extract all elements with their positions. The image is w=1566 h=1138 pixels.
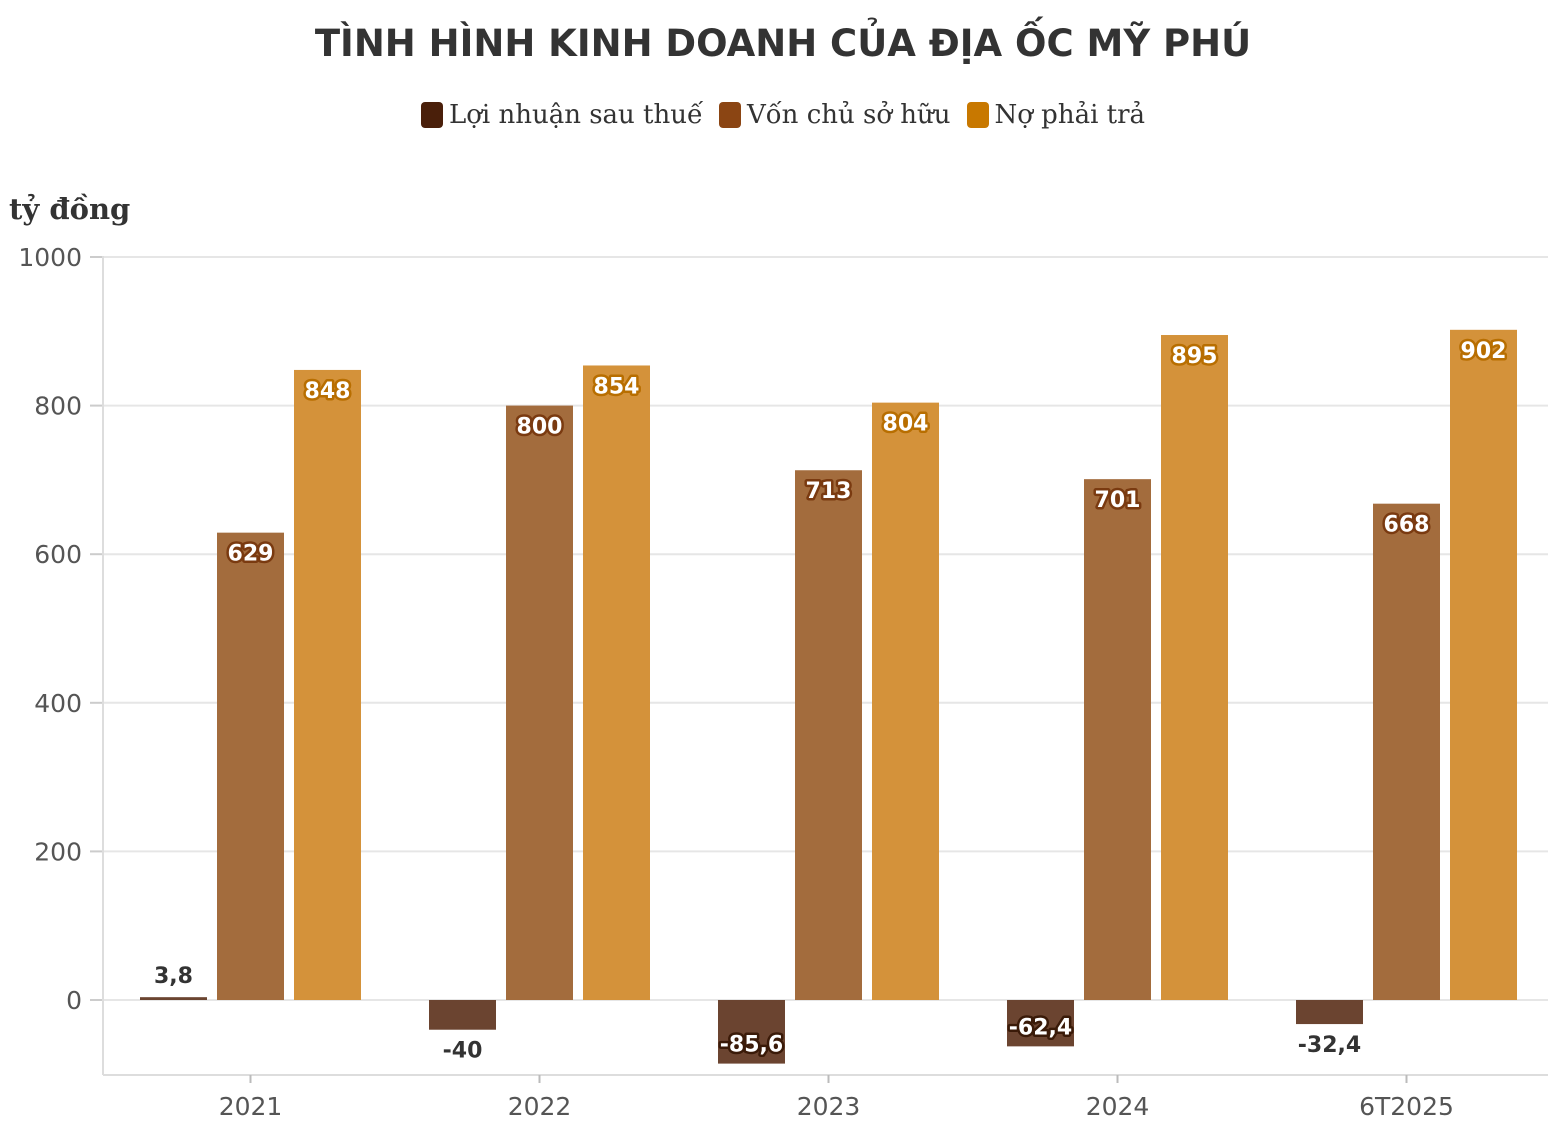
legend-swatch-liabilities [966,102,989,128]
bar-liabilities [872,402,939,1000]
bar-liabilities [583,365,650,1000]
x-tick-label: 2023 [797,1092,861,1121]
x-tick-label: 2024 [1086,1092,1150,1121]
data-label-liabilities: 902 [1461,339,1507,364]
data-label-liabilities: 854 [594,374,640,399]
data-label-profit: -40 [443,1039,483,1064]
legend-item-equity: Vốn chủ sở hữu [719,100,951,130]
y-tick-label: 1000 [18,243,82,272]
y-tick-label: 200 [34,837,82,866]
y-tick-label: 0 [66,986,82,1015]
data-label-equity: 629 [228,542,274,567]
data-label-profit: 3,8 [154,964,193,989]
data-label-profit: -85,6 [720,1033,783,1058]
legend-label-liabilities: Nợ phải trả [994,100,1146,130]
bar-profit [1007,1000,1074,1047]
legend-label-equity: Vốn chủ sở hữu [747,100,951,130]
data-label-equity: 701 [1095,488,1141,513]
y-axis-unit-label: tỷ đồng [9,192,131,226]
bar-profit [1296,1000,1363,1025]
x-tick-label: 2021 [219,1092,283,1121]
bar-equity [1084,479,1151,1001]
bar-profit [140,997,207,1000]
data-label-profit: -32,4 [1298,1033,1361,1058]
data-label-liabilities: 895 [1172,344,1218,369]
bar-equity [217,532,284,1000]
data-label-equity: 668 [1384,513,1430,538]
y-tick-label: 800 [34,392,82,421]
bar-liabilities [1450,329,1517,1001]
data-label-liabilities: 804 [883,412,929,437]
bar-liabilities [294,369,361,1000]
bar-liabilities [1161,335,1228,1000]
legend: Lợi nhuận sau thuế Vốn chủ sở hữu Nợ phả… [0,100,1566,130]
data-label-profit: -62,4 [1009,1015,1072,1040]
data-label-equity: 800 [517,415,563,440]
x-tick-label: 6T2025 [1359,1092,1454,1121]
bar-profit [718,1000,785,1064]
legend-label-profit: Lợi nhuận sau thuế [448,100,703,130]
legend-item-profit: Lợi nhuận sau thuế [420,100,703,130]
x-tick-label: 2022 [508,1092,572,1121]
bar-equity [795,470,862,1001]
y-tick-label: 600 [34,540,82,569]
legend-item-liabilities: Nợ phải trả [966,100,1146,130]
bar-equity [1373,503,1440,1000]
data-label-liabilities: 848 [305,379,351,404]
chart-title: TÌNH HÌNH KINH DOANH CỦA ĐỊA ỐC MỸ PHÚ [314,22,1252,65]
bar-profit [429,1000,496,1030]
data-label-equity: 713 [806,479,852,504]
bar-equity [506,405,573,1001]
y-tick-label: 400 [34,689,82,718]
legend-swatch-profit [420,102,443,128]
legend-swatch-equity [719,102,741,128]
